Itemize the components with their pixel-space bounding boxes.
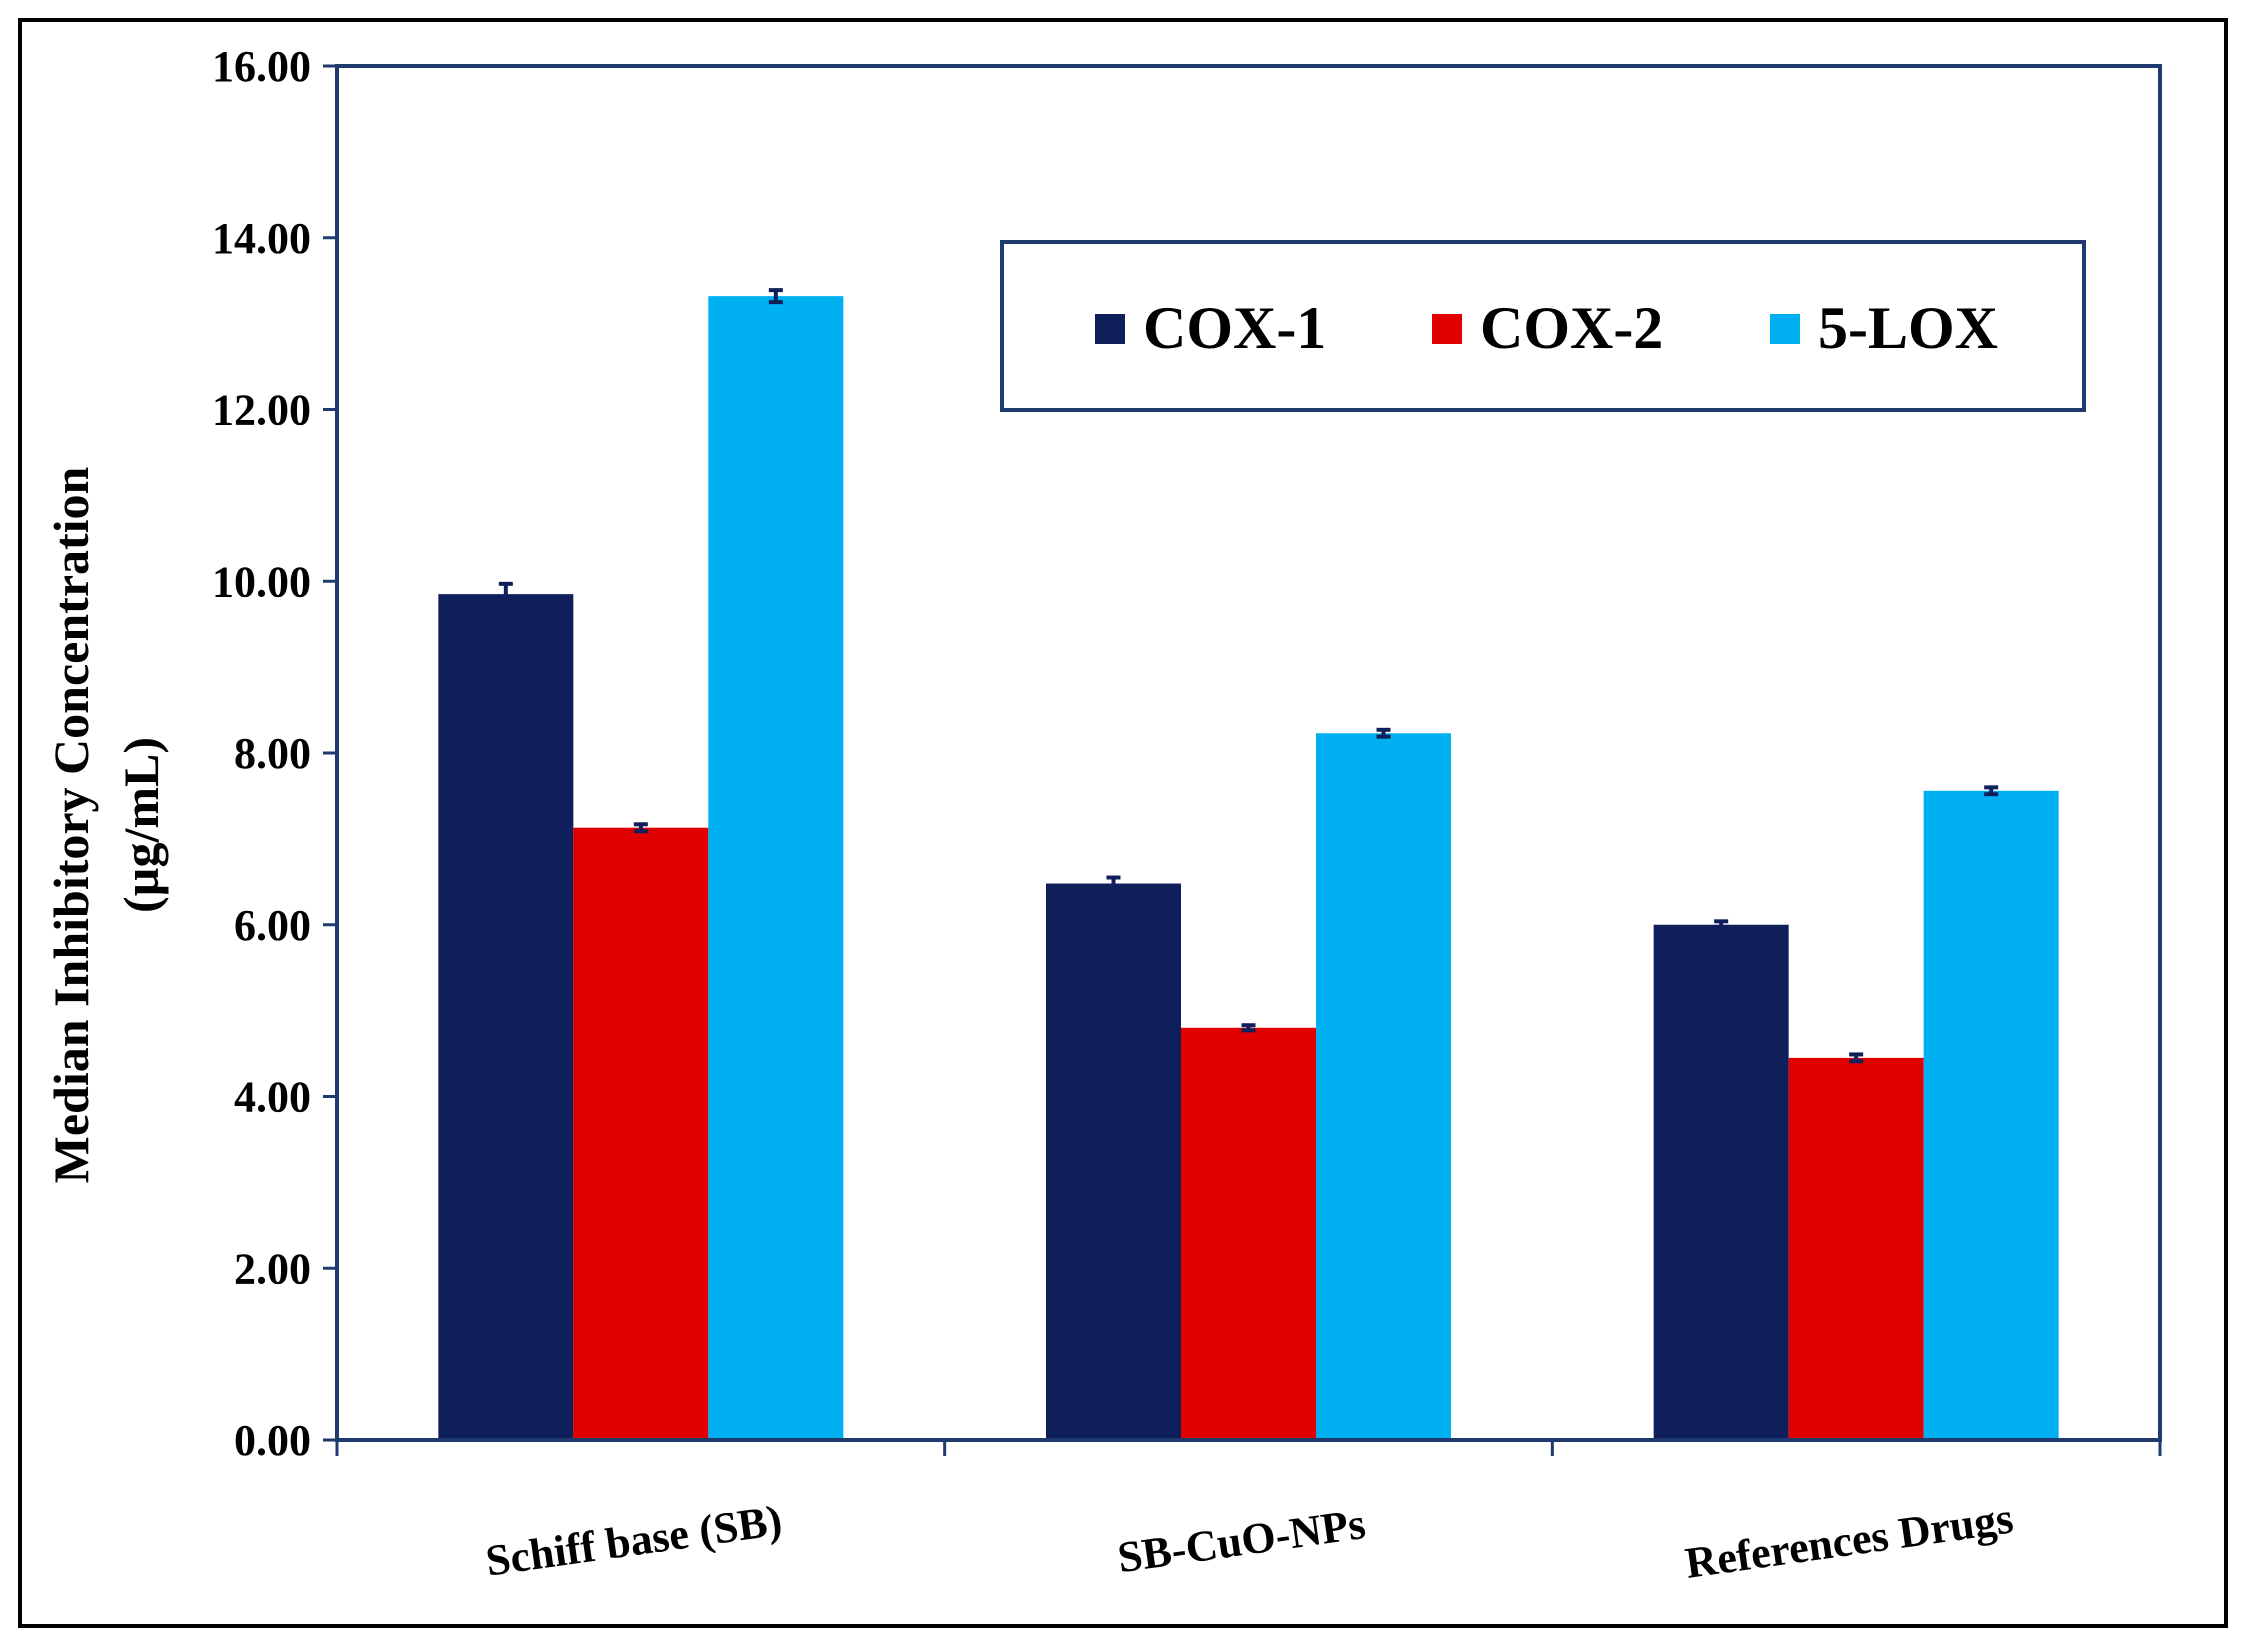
y-tick-label: 8.00	[234, 729, 311, 778]
y-axis-label: Median Inhibitory Concentration (µg/mL)	[43, 466, 169, 1183]
category-labels: Schiff base (SB) SB-CuO-NPs References Dru…	[483, 1493, 2016, 1587]
legend-label-cox-1: COX-1	[1143, 295, 1326, 361]
bar-5-lox-1	[1316, 733, 1451, 1440]
legend-label-5-lox: 5-LOX	[1818, 295, 1998, 361]
y-tick-label: 2.00	[234, 1244, 311, 1293]
bar-5-lox-0	[708, 296, 844, 1440]
legend-label-cox-2: COX-2	[1480, 295, 1663, 361]
figure-frame	[18, 18, 2228, 1628]
y-tick-label: 10.00	[212, 557, 311, 606]
bar-cox-2-1	[1181, 1027, 1316, 1440]
legend-swatch-5-lox	[1770, 314, 1800, 344]
category-label-1: SB-CuO-NPs	[1115, 1499, 1369, 1582]
bar-cox-2-2	[1788, 1057, 1924, 1440]
bar-cox-2-0	[573, 827, 709, 1440]
legend-box	[1000, 240, 2086, 412]
axes-layer	[323, 64, 2162, 1456]
category-label-0: Schiff base (SB)	[483, 1496, 785, 1586]
y-tick-label: 16.00	[212, 42, 311, 91]
bar-cox-1-0	[438, 594, 574, 1440]
legend: COX-1 COX-2 5-LOX	[1000, 240, 2086, 412]
bar-5-lox-2	[1923, 790, 2059, 1440]
bar-cox-1-2	[1653, 924, 1789, 1440]
y-tick-label: 4.00	[234, 1073, 311, 1122]
legend-swatch-cox-1	[1095, 314, 1125, 344]
y-tick-label: 12.00	[212, 386, 311, 435]
category-label-2: References Drugs	[1682, 1493, 2016, 1587]
bars-layer	[438, 288, 2059, 1440]
y-tick-label: 0.00	[234, 1416, 311, 1465]
y-tick-label: 6.00	[234, 901, 311, 950]
y-tick-labels: 0.00 2.00 4.00 6.00 8.00 10.00 12.00 14.00 16.00	[212, 42, 311, 1465]
bar-cox-1-1	[1046, 883, 1181, 1440]
y-tick-label: 14.00	[212, 214, 311, 263]
y-axis-label-line1: Median Inhibitory Concentration	[43, 466, 99, 1183]
y-axis-label-line2: (µg/mL)	[113, 737, 169, 913]
legend-swatch-cox-2	[1432, 314, 1462, 344]
